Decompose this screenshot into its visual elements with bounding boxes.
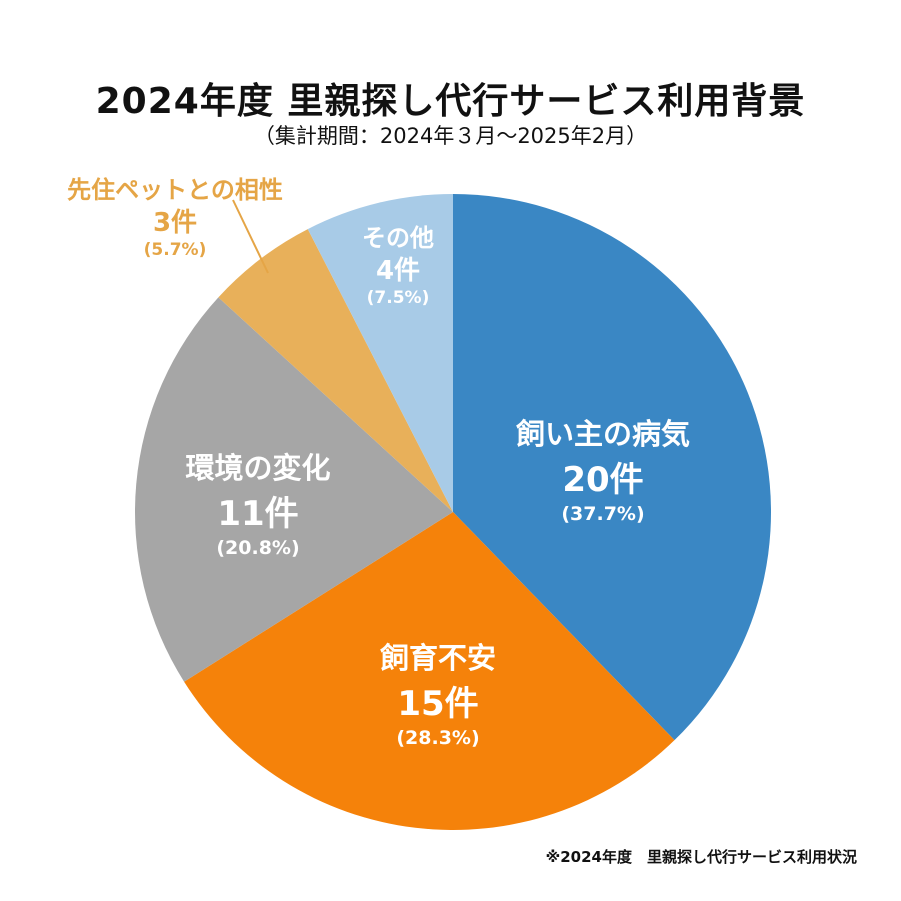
slice-count: 3件 — [152, 208, 198, 238]
chart-title: 2024年度 里親探し代行サービス利用背景 — [95, 81, 806, 122]
slice-name: 飼い主の病気 — [515, 417, 691, 451]
pie-slice-3 — [218, 229, 453, 512]
slice-percent: (5.7%) — [143, 240, 207, 260]
slice-count: 15件 — [397, 684, 479, 724]
pie-slice-0 — [453, 194, 771, 741]
leader-line — [232, 199, 269, 274]
slice-percent: (37.7%) — [561, 503, 645, 525]
slice-label-environment: 環境の変化 11件 (20.8%) — [185, 454, 330, 558]
slice-count: 20件 — [562, 460, 644, 500]
pie-slice-2 — [134, 297, 454, 682]
slice-percent: (28.3%) — [396, 727, 480, 749]
slice-count: 4件 — [375, 256, 421, 286]
slice-label-illness: 飼い主の病気 20件 (37.7%) — [516, 420, 690, 524]
slice-name: 飼育不安 — [379, 641, 497, 675]
slice-name: 先住ペットとの相性 — [67, 176, 283, 204]
slice-label-pets: 先住ペットとの相性 3件 (5.7%) — [67, 178, 283, 259]
slice-percent: (7.5%) — [366, 288, 430, 308]
slice-percent: (20.8%) — [216, 537, 300, 559]
footnote: ※2024年度 里親探し代行サービス利用状況 — [545, 848, 857, 866]
slice-label-other: その他 4件 (7.5%) — [362, 226, 434, 307]
pie-slice-1 — [184, 512, 675, 830]
slice-count: 11件 — [217, 494, 299, 534]
pie-slice-4 — [307, 194, 453, 512]
slice-name: 環境の変化 — [185, 451, 331, 485]
slice-name: その他 — [362, 224, 434, 252]
slice-label-anxiety: 飼育不安 15件 (28.3%) — [380, 644, 496, 748]
chart-subtitle: （集計期間：2024年３月～2025年2月） — [253, 124, 648, 148]
